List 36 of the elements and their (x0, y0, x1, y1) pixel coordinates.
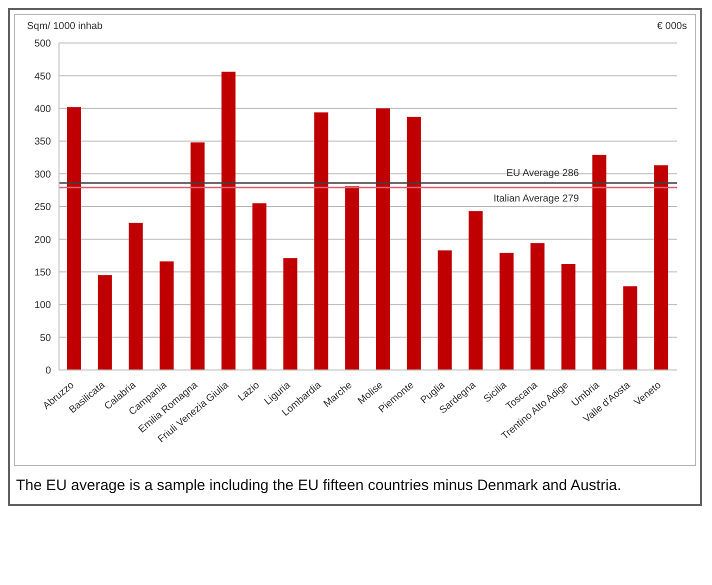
y-tick-label: 500 (34, 38, 52, 50)
bar (468, 211, 483, 370)
y-axis-title: Sqm/ 1000 inhab (27, 21, 103, 32)
bar (561, 264, 576, 370)
bar (623, 286, 638, 370)
bar (500, 252, 514, 370)
y-tick-label: 150 (34, 267, 52, 278)
y-tick-label: 350 (34, 136, 52, 148)
bar (160, 261, 174, 370)
bar (314, 112, 328, 370)
bar (98, 275, 112, 370)
y-tick-label: 50 (40, 332, 52, 344)
y2-axis-title: € 000s (656, 21, 687, 32)
y-tick-label: 100 (34, 300, 52, 312)
bar (438, 250, 452, 370)
bar (252, 203, 266, 370)
y-tick-label: 400 (34, 104, 52, 115)
y-tick-label: 200 (34, 234, 52, 246)
bar (406, 116, 421, 370)
bar (283, 258, 298, 370)
ref-line-label: Italian Average 279 (494, 194, 580, 205)
y-tick-label: 250 (34, 202, 52, 214)
bar (190, 142, 205, 370)
bar (654, 165, 668, 370)
y-tick-label: 300 (34, 169, 52, 180)
bar (222, 72, 236, 370)
bar (345, 186, 360, 370)
y-tick-label: 450 (34, 71, 52, 82)
y-tick-label: 0 (45, 366, 52, 377)
bar (128, 222, 143, 370)
bar (592, 154, 606, 370)
text: The EU average is a sample including the EU fifteen countries minus Denmark and Austria. (16, 476, 622, 496)
ref-line-label: EU Average 286 (506, 168, 580, 180)
bar (530, 243, 544, 370)
bar (67, 107, 81, 370)
bar (376, 108, 390, 370)
